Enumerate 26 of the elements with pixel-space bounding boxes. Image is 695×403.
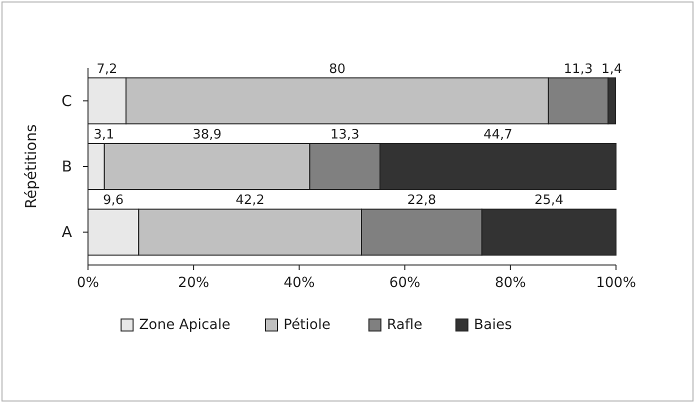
x-tick-label: 100% [596, 275, 636, 291]
data-label: 1,4 [601, 62, 622, 77]
legend-label: Rafle [386, 317, 422, 333]
data-label: 42,2 [236, 193, 265, 208]
data-label: 3,1 [94, 128, 114, 143]
data-label: 22,8 [407, 193, 436, 208]
legend-label: Pétiole [284, 317, 331, 333]
data-label: 11,3 [564, 62, 593, 77]
data-label: 7,2 [96, 62, 118, 77]
x-tick-label: 20% [178, 275, 210, 291]
y-tick-label: B [62, 158, 72, 176]
legend-label: Baies [474, 317, 512, 333]
y-tick-label: C [62, 92, 72, 110]
x-tick-label: 80% [494, 275, 526, 291]
data-label: 38,9 [192, 128, 222, 143]
y-axis-title: Répétitions [22, 124, 40, 209]
data-label: 9,6 [103, 193, 124, 208]
x-tick-label: 0% [76, 275, 100, 291]
x-tick-label: 60% [389, 275, 420, 291]
y-tick-label: A [62, 223, 73, 242]
x-tick-label: 40% [284, 275, 315, 291]
data-label: 25,4 [534, 193, 564, 208]
legend-label: Zone Apicale [139, 317, 230, 333]
data-label: 13,3 [330, 128, 360, 143]
data-label: 80 [328, 62, 346, 77]
data-label: 44,7 [484, 128, 512, 143]
